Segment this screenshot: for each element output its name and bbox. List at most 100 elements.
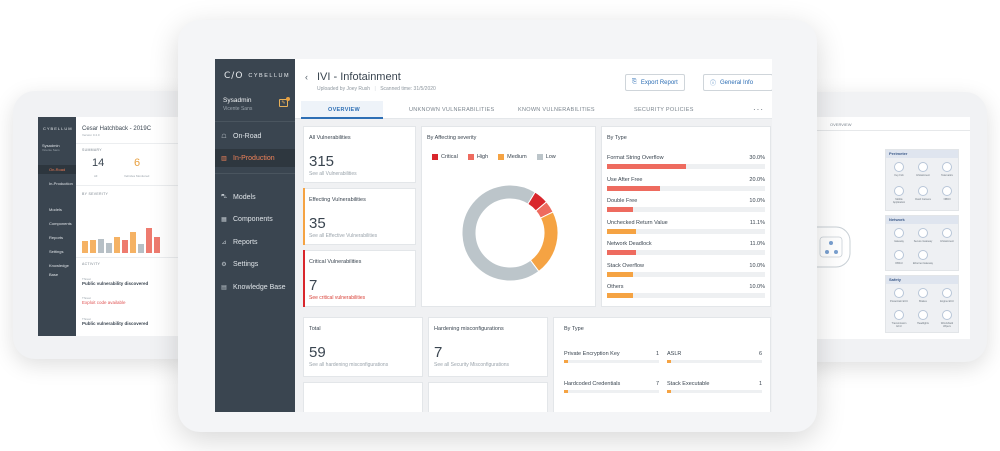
nav-item-models[interactable]: ⛍ Models xyxy=(215,188,295,206)
legend-item: Low xyxy=(536,154,556,160)
left-activity-item[interactable]: Exploit code available xyxy=(82,300,126,305)
brakes-icon[interactable] xyxy=(918,288,928,298)
left-main: Cesar Hatchback - 2019C Version 0.4.0 SU… xyxy=(76,117,198,336)
left-user-org: Vicente Sans xyxy=(42,148,60,152)
by-type-row: Use After Free 20.0% xyxy=(607,177,765,197)
infotainment-icon[interactable] xyxy=(918,162,928,172)
ethernet-gateway-icon[interactable] xyxy=(918,250,928,260)
left-nav-item[interactable]: In-Production xyxy=(49,181,73,186)
see-critical-vulnerabilities-link[interactable]: See critical vulnerabilities xyxy=(309,295,366,301)
infotainment-icon[interactable] xyxy=(942,228,952,238)
hardening-item: ASLR 6 xyxy=(667,351,762,371)
by-type-bar xyxy=(607,185,660,191)
all-vulnerabilities-card[interactable]: All Vulnerabilities 315 See all Vulnerab… xyxy=(303,126,416,183)
telematics-icon[interactable] xyxy=(942,162,952,172)
export-report-button[interactable]: ⎘ Export Report xyxy=(625,74,685,91)
tab-known-vulnerabilities[interactable]: KNOWN VULNERABILITIES xyxy=(518,107,595,113)
left-nav-item[interactable]: On-Road xyxy=(38,165,76,174)
headlights-icon[interactable] xyxy=(918,310,928,320)
left-nav-item[interactable]: Components xyxy=(49,221,72,226)
card-label: Effecting Vulnerabilities xyxy=(309,197,366,203)
transmission-icon[interactable] xyxy=(894,310,904,320)
info-icon: ⓘ xyxy=(710,81,717,87)
gateway-icon[interactable] xyxy=(894,228,904,238)
left-nav-item[interactable]: Settings xyxy=(49,249,64,254)
left-activity-item[interactable]: Public vulnerability discovered xyxy=(82,281,149,286)
card-label: Hardening misconfigurations xyxy=(434,326,504,332)
hardening-card[interactable]: Hardening misconfigurations 7 See all Se… xyxy=(428,317,548,377)
legend-swatch xyxy=(467,154,474,160)
panel-item-label: Headlights xyxy=(917,322,929,325)
nav-item-settings[interactable]: ⚙ Settings xyxy=(215,255,295,273)
nav-item-on-road[interactable]: ☖ On-Road xyxy=(215,127,295,145)
nav-item-in-production[interactable]: ▥ In-Production xyxy=(215,149,295,167)
donut-slice[interactable] xyxy=(461,184,540,282)
see-hardening-link[interactable]: See all hardening misconfigurations xyxy=(309,362,389,368)
general-info-button[interactable]: ⓘ General Info xyxy=(703,74,772,91)
secure-gateway-icon[interactable] xyxy=(918,228,928,238)
key-fob-icon[interactable] xyxy=(894,162,904,172)
by-type-bar xyxy=(607,164,686,169)
see-effective-vulnerabilities-link[interactable]: See all Effective Vulnerabilities xyxy=(309,233,378,239)
by-type-percent: 10.0% xyxy=(749,284,765,290)
nav-label: On-Road xyxy=(233,132,262,140)
nav-item-reports[interactable]: ⊿ Reports xyxy=(215,233,295,251)
safety-panel: Safety Powertrain ECU Brakes Engine ECU … xyxy=(885,275,959,333)
total-card[interactable]: Total 59 See all hardening misconfigurat… xyxy=(303,317,423,377)
tab-overview[interactable]: OVERVIEW xyxy=(328,107,360,113)
hardening-item: Stack Executable 1 xyxy=(667,381,762,401)
tab-unknown-vulnerabilities[interactable]: UNKNOWN VULNERABILITIES xyxy=(409,107,495,113)
active-tab-indicator xyxy=(301,117,383,119)
left-activity-item[interactable]: Public vulnerability discovered xyxy=(82,321,149,326)
see-misconfigurations-link[interactable]: See all Security Misconfigurations xyxy=(434,362,510,368)
card-value: 7 xyxy=(434,344,443,361)
notification-icon[interactable]: ✎ xyxy=(279,97,290,107)
by-type-track xyxy=(607,228,765,234)
nav-label: In-Production xyxy=(233,154,275,162)
left-nav-item[interactable]: Reports xyxy=(49,235,64,240)
sidebar: C/O CYBELLUM Sysadmin Vicente Sans ✎ ☖ O… xyxy=(215,59,295,412)
hardening-item-value: 1 xyxy=(655,351,659,357)
critical-vulnerabilities-card[interactable]: Critical Vulnerabilities 7 See critical … xyxy=(303,250,416,307)
more-options-icon[interactable]: ··· xyxy=(753,105,764,114)
severity-bar xyxy=(154,237,160,253)
legend-label: Low xyxy=(545,154,556,160)
hardening-item-bar xyxy=(667,390,671,393)
nav-item-components[interactable]: ▦ Components xyxy=(215,210,295,228)
header: ‹ IVI - Infotainment Uploaded by Joey Ru… xyxy=(295,59,772,101)
back-arrow-icon[interactable]: ‹ xyxy=(305,72,308,82)
active-tab-background xyxy=(301,101,383,117)
severity-title: By Affecting severity xyxy=(427,135,477,141)
legend-swatch xyxy=(498,154,505,160)
legend-swatch xyxy=(432,154,438,160)
dash-camera-icon[interactable] xyxy=(918,186,928,196)
donut-slice[interactable] xyxy=(529,211,559,273)
legend-item: High xyxy=(467,154,488,160)
card-value: 7 xyxy=(309,277,318,294)
tab-security-policies[interactable]: SECURITY POLICIES xyxy=(634,107,694,113)
by-type-percent: 10.0% xyxy=(749,262,765,269)
powertrain-icon[interactable] xyxy=(894,288,904,298)
by-type-row: Double Free 10.0% xyxy=(607,198,765,218)
obd-icon[interactable] xyxy=(894,250,904,260)
engine-icon[interactable] xyxy=(942,288,952,298)
hardening-card-lower xyxy=(428,382,548,412)
left-nav-item[interactable]: Models xyxy=(49,207,62,212)
nav-item-knowledge-base[interactable]: ▤ Knowledge Base xyxy=(215,278,295,296)
left-activity-type: Threat xyxy=(82,317,91,321)
left-user-name: Sysadmin xyxy=(42,143,60,148)
legend-item: Medium xyxy=(498,154,527,160)
hardening-item-bar xyxy=(564,390,568,393)
page-subtitle: Uploaded by Joey Rush | Scanned time: 31… xyxy=(317,86,436,92)
card-label: Total xyxy=(309,326,321,332)
by-type-name: Use After Free xyxy=(607,176,643,183)
obd-icon[interactable] xyxy=(942,186,952,196)
mobile-app-icon[interactable] xyxy=(894,186,904,196)
severity-legend: Critical High Medium Low xyxy=(432,154,556,160)
effecting-vulnerabilities-card[interactable]: Effecting Vulnerabilities 35 See all Eff… xyxy=(303,188,416,245)
left-nav-item[interactable]: Knowledge Base xyxy=(49,263,69,277)
see-all-vulnerabilities-link[interactable]: See all Vulnerabilities xyxy=(309,171,357,177)
wipers-icon[interactable] xyxy=(942,310,952,320)
left-summary-caption: Vehicles Monitored xyxy=(124,174,150,178)
right-tab-overview[interactable]: OVERVIEW xyxy=(830,122,852,127)
